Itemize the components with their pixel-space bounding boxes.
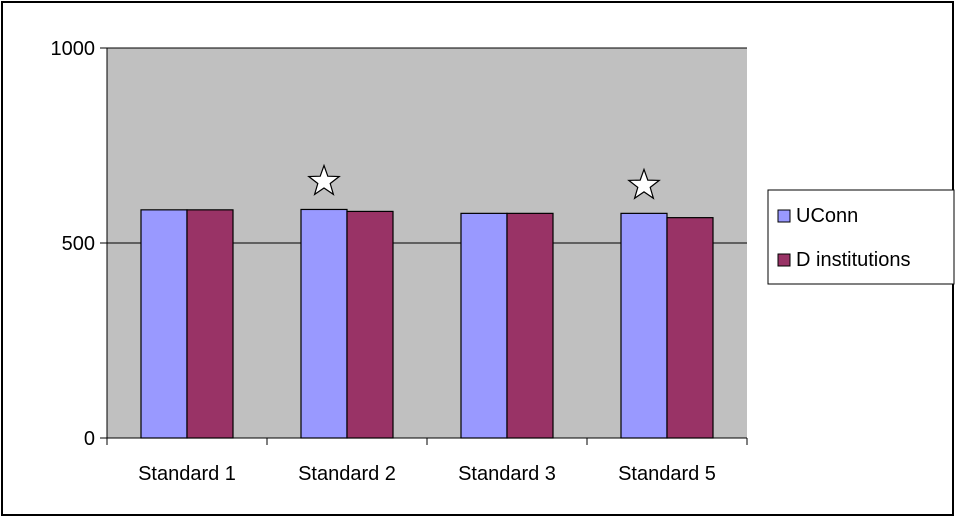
star-icon: [627, 167, 661, 200]
legend-label: UConn: [796, 205, 858, 227]
bar-uconn: [460, 212, 508, 439]
y-axis-ticks: 0 500 1000: [51, 38, 107, 450]
legend: UConn D institutions: [767, 189, 955, 285]
x-tick-label: Standard 5: [618, 463, 716, 485]
y-tick-label: 1000: [51, 38, 96, 60]
x-tick-label: Standard 3: [458, 463, 556, 485]
bar-d-institutions: [346, 210, 394, 439]
bars: [140, 208, 714, 439]
legend-box: [767, 189, 955, 285]
legend-label: D institutions: [796, 249, 911, 271]
bar-uconn: [140, 209, 188, 439]
x-axis-ticks: Standard 1 Standard 2 Standard 3 Standard 5: [106, 438, 748, 485]
bar-d-institutions: [186, 209, 234, 439]
bar-d-institutions: [506, 212, 554, 439]
legend-swatch: [777, 209, 791, 223]
bar-uconn: [620, 212, 668, 439]
x-tick-label: Standard 1: [138, 463, 236, 485]
bar-d-institutions: [666, 217, 714, 439]
legend-swatch: [777, 253, 791, 267]
y-tick-label: 500: [62, 233, 95, 255]
star-icon: [307, 163, 341, 196]
bar-uconn: [300, 208, 348, 439]
annotations: [307, 163, 661, 200]
x-tick-label: Standard 2: [298, 463, 396, 485]
y-tick-label: 0: [84, 428, 95, 450]
